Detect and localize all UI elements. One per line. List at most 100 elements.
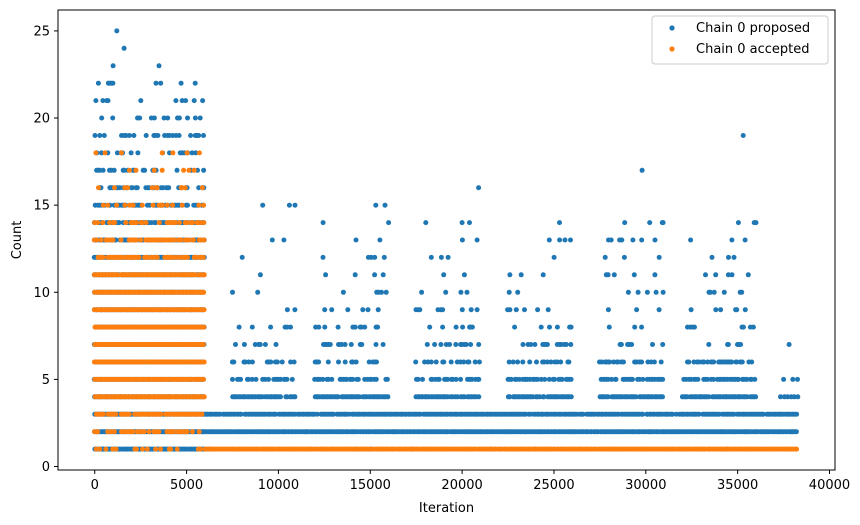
data-point [476, 394, 482, 400]
data-point [327, 342, 333, 347]
data-point [345, 307, 351, 313]
data-point [360, 307, 366, 313]
data-point [725, 272, 731, 278]
data-point [428, 359, 434, 365]
data-point [178, 80, 184, 86]
data-point [352, 324, 358, 330]
data-point [372, 272, 378, 278]
data-point [257, 272, 263, 278]
data-point [619, 237, 625, 243]
data-point [706, 394, 712, 400]
data-point [102, 150, 108, 156]
data-point [111, 429, 117, 435]
data-point [201, 324, 207, 330]
data-point [546, 237, 552, 243]
data-point [156, 220, 162, 226]
data-point [427, 324, 433, 330]
data-point [559, 376, 565, 382]
data-point [460, 324, 466, 330]
data-point [721, 289, 727, 295]
data-point [443, 289, 449, 295]
data-point [639, 167, 645, 173]
data-point [151, 115, 157, 121]
data-point [185, 254, 190, 260]
data-point [725, 342, 731, 347]
data-point [635, 289, 641, 295]
data-point [134, 237, 139, 243]
data-point [200, 98, 206, 104]
data-point [94, 237, 100, 243]
data-point [621, 359, 626, 365]
data-point [781, 376, 787, 382]
data-point [459, 237, 465, 243]
data-point [146, 429, 152, 435]
data-point [522, 307, 527, 313]
data-point [651, 359, 657, 365]
data-point [734, 307, 740, 313]
data-point [350, 376, 356, 382]
data-point [795, 394, 801, 400]
data-point [140, 446, 145, 452]
data-point [144, 446, 150, 452]
data-point [257, 342, 263, 347]
data-point [512, 324, 518, 330]
data-point [230, 376, 235, 382]
data-point [423, 220, 429, 226]
data-point [176, 133, 182, 138]
data-point [386, 220, 392, 226]
data-point [760, 411, 766, 417]
data-point [99, 150, 104, 156]
data-point [123, 220, 129, 226]
data-point [606, 324, 612, 330]
data-point [273, 342, 279, 347]
data-point [130, 429, 136, 435]
data-point [127, 202, 133, 208]
data-point [246, 376, 252, 382]
data-point [474, 307, 480, 313]
data-point [791, 394, 797, 400]
data-point [602, 254, 608, 260]
data-point [316, 324, 322, 330]
x-tick-label: 40000 [809, 478, 850, 493]
data-point [262, 342, 268, 347]
data-point [116, 220, 122, 226]
data-point [190, 220, 195, 226]
data-point [113, 411, 119, 417]
data-point [652, 272, 658, 278]
data-point [126, 411, 132, 417]
data-point [608, 237, 614, 243]
data-point [93, 98, 99, 104]
data-point [568, 324, 574, 330]
data-point [631, 272, 637, 278]
x-tick-label: 30000 [625, 478, 666, 493]
data-point [185, 202, 190, 208]
data-point [158, 411, 164, 417]
data-point [141, 429, 147, 435]
data-point [95, 80, 101, 86]
data-point [166, 185, 172, 191]
data-point [366, 359, 372, 365]
data-point [188, 133, 194, 138]
data-point [201, 133, 206, 138]
data-point [739, 289, 745, 295]
data-point [640, 411, 646, 417]
data-point [436, 376, 442, 382]
data-point [711, 376, 716, 382]
data-point [534, 359, 539, 365]
data-point [153, 80, 159, 86]
data-point [201, 272, 207, 278]
data-point [506, 359, 512, 365]
data-point [98, 237, 104, 243]
data-point [143, 220, 149, 226]
y-tick-label: 0 [42, 460, 50, 475]
data-point [469, 324, 475, 330]
data-point [129, 185, 135, 191]
data-point [639, 237, 645, 243]
data-point [95, 220, 101, 226]
data-point [742, 307, 748, 313]
data-point [557, 237, 563, 243]
legend-marker-proposed [669, 25, 675, 31]
data-point [196, 150, 202, 156]
